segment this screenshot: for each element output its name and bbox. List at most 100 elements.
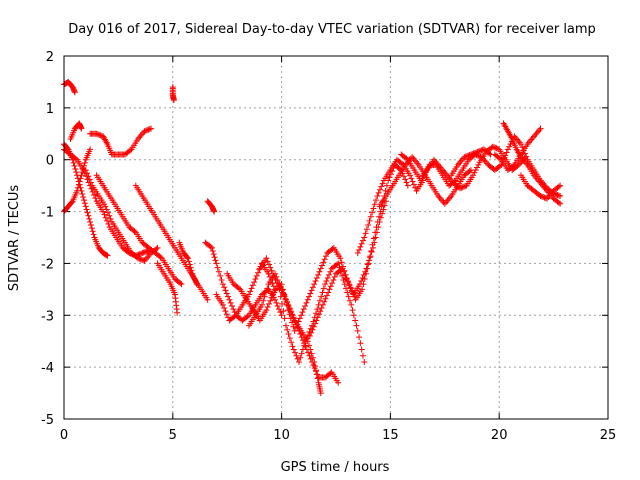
data-point — [410, 155, 417, 162]
data-point — [494, 145, 501, 152]
data-point — [406, 172, 413, 179]
data-point — [319, 301, 326, 308]
data-point — [321, 256, 328, 263]
data-point — [312, 278, 319, 285]
data-point — [371, 201, 378, 208]
data-point — [555, 183, 562, 190]
data-point — [465, 152, 472, 159]
data-point — [138, 131, 145, 138]
data-point — [138, 256, 145, 263]
data-point — [298, 312, 305, 319]
data-point — [529, 134, 536, 141]
data-point — [379, 180, 386, 187]
data-point — [247, 288, 254, 295]
data-point — [308, 329, 315, 336]
data-point — [273, 299, 280, 306]
data-point — [322, 253, 329, 260]
data-point — [227, 299, 234, 306]
data-point — [138, 250, 145, 257]
data-point — [356, 246, 363, 253]
data-point — [268, 294, 275, 301]
y-tick-label: -1 — [41, 206, 54, 221]
data-point — [474, 148, 481, 155]
data-point — [208, 244, 215, 251]
data-point — [300, 306, 307, 313]
data-point — [350, 312, 357, 319]
data-point — [409, 178, 416, 185]
data-point — [403, 155, 410, 162]
data-point — [463, 153, 470, 160]
data-point — [345, 293, 352, 300]
data-point — [228, 302, 235, 309]
data-point — [294, 321, 301, 328]
data-point — [285, 307, 292, 314]
data-point — [142, 256, 149, 263]
data-point — [210, 251, 217, 258]
data-point — [321, 298, 328, 305]
data-point — [81, 159, 88, 166]
data-point — [78, 172, 85, 179]
data-point — [219, 281, 226, 288]
data-point — [72, 155, 79, 162]
data-point — [510, 162, 517, 169]
data-point — [287, 308, 294, 315]
data-point — [376, 186, 383, 193]
data-point — [320, 285, 327, 292]
data-point — [86, 176, 93, 183]
data-point — [456, 160, 463, 167]
data-point — [307, 346, 314, 353]
data-point — [303, 335, 310, 342]
data-point — [75, 181, 82, 188]
data-point — [486, 150, 493, 157]
y-tick-label: 2 — [46, 50, 54, 65]
data-point — [82, 203, 89, 210]
data-point — [84, 209, 91, 216]
data-point — [319, 289, 326, 296]
data-point — [264, 285, 271, 292]
data-point — [369, 209, 376, 216]
data-point — [348, 301, 355, 308]
data-point — [296, 315, 303, 322]
data-point — [314, 375, 321, 382]
data-point — [487, 151, 494, 158]
data-point — [290, 346, 297, 353]
data-point — [470, 150, 477, 157]
data-point — [525, 139, 532, 146]
data-point — [296, 358, 303, 365]
data-point — [324, 274, 331, 281]
data-point — [219, 301, 226, 308]
data-point — [223, 290, 230, 297]
data-point — [351, 293, 358, 300]
data-point — [103, 206, 110, 213]
data-point — [339, 265, 346, 272]
data-point — [363, 226, 370, 233]
data-point — [339, 272, 346, 279]
data-point — [209, 247, 216, 254]
data-point — [482, 158, 489, 165]
data-point — [282, 296, 289, 303]
data-point — [251, 279, 258, 286]
data-point — [140, 249, 147, 256]
x-tick-label: 10 — [273, 428, 290, 443]
data-point — [400, 173, 407, 180]
data-point — [361, 275, 368, 282]
data-point — [399, 160, 406, 167]
data-point — [498, 161, 505, 168]
data-point — [519, 144, 526, 151]
data-point — [327, 370, 334, 377]
data-point — [280, 308, 287, 315]
data-point — [271, 273, 278, 280]
data-point — [378, 183, 385, 190]
data-point — [316, 297, 323, 304]
data-point — [357, 340, 364, 347]
data-point — [437, 196, 444, 203]
data-point — [284, 326, 291, 333]
data-point — [474, 164, 481, 171]
data-point — [146, 126, 153, 133]
data-point — [544, 195, 551, 202]
data-point — [127, 147, 134, 154]
data-point — [141, 128, 148, 135]
data-point — [521, 150, 528, 157]
data-point — [329, 280, 336, 287]
